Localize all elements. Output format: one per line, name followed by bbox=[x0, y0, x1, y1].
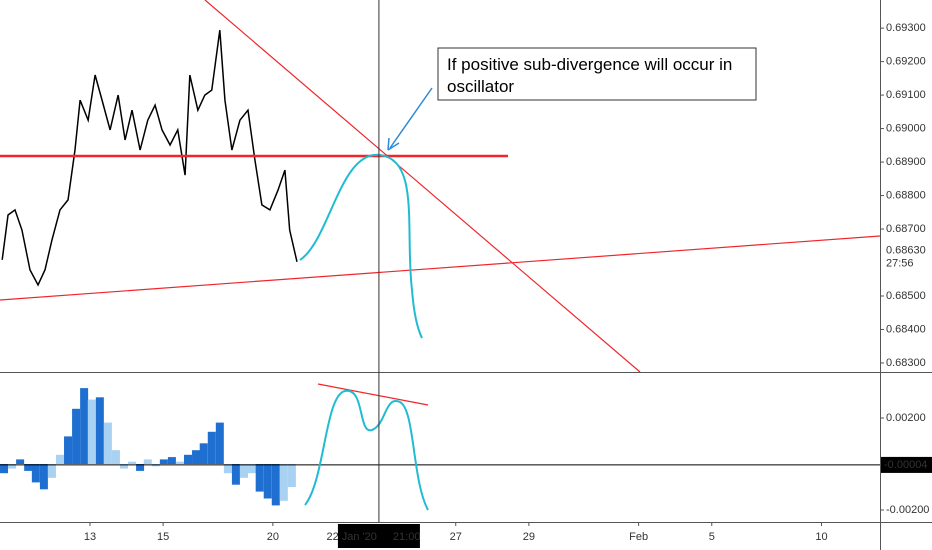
countdown-label: 27:56 bbox=[886, 257, 914, 269]
oscillator-bar bbox=[24, 464, 33, 471]
y-tick-label: 0.69300 bbox=[886, 22, 926, 34]
oscillator-bar bbox=[279, 464, 288, 501]
oscillator-bar bbox=[87, 399, 96, 465]
oscillator-bar bbox=[192, 450, 201, 465]
annotation-line-1: If positive sub-divergence will occur in… bbox=[447, 55, 732, 96]
y-tick-label: 0.68900 bbox=[886, 156, 926, 168]
oscillator-bar bbox=[47, 464, 56, 478]
oscillator-bar bbox=[143, 459, 152, 465]
x-tick-label: 29 bbox=[523, 531, 535, 543]
x-tick-label: Feb bbox=[629, 531, 648, 543]
annotation-box bbox=[437, 47, 757, 101]
last-value-label: -0.00004 bbox=[884, 459, 927, 471]
oscillator-bar bbox=[287, 464, 296, 487]
oscillator-bar bbox=[95, 397, 104, 465]
last-value-box bbox=[881, 456, 932, 473]
oscillator-bar bbox=[80, 388, 89, 465]
oscillator-bar bbox=[167, 457, 176, 465]
y-tick-label: 0.69100 bbox=[886, 89, 926, 101]
oscillator-bar bbox=[72, 408, 81, 465]
oscillator-bar bbox=[248, 464, 257, 474]
oscillator-bar bbox=[128, 461, 137, 465]
oscillator-bar bbox=[16, 459, 25, 465]
oscillator-bar bbox=[55, 454, 64, 465]
oscillator-trendline bbox=[317, 383, 429, 406]
oscillator-bar bbox=[64, 436, 73, 465]
oscillator-bar bbox=[159, 459, 168, 465]
y-tick-label: 0.68300 bbox=[886, 357, 926, 369]
oscillator-bar bbox=[136, 464, 145, 471]
x-tick-label: 10 bbox=[815, 531, 827, 543]
oscillator-bar bbox=[0, 464, 9, 474]
oscillator-bar bbox=[175, 461, 184, 465]
y-tick-label: -0.00200 bbox=[886, 504, 929, 516]
oscillator-bar bbox=[119, 464, 128, 469]
y-tick-label: 0.68700 bbox=[886, 223, 926, 235]
oscillator-bar bbox=[223, 464, 232, 474]
last-price-label: 0.68630 bbox=[886, 244, 926, 256]
oscillator-projection bbox=[304, 389, 429, 511]
x-tick-label: 13 bbox=[84, 531, 96, 543]
crosshair-date: 22 Jan '20 bbox=[326, 531, 376, 543]
crosshair-time: 21:00 bbox=[393, 531, 421, 543]
descending-trendline bbox=[204, 0, 641, 373]
oscillator-bar bbox=[111, 450, 120, 465]
price-line bbox=[1, 30, 298, 287]
y-tick-label: 0.68800 bbox=[886, 189, 926, 201]
y-tick-label: 0.69000 bbox=[886, 122, 926, 134]
oscillator-bar bbox=[103, 422, 112, 465]
x-tick-label: 27 bbox=[450, 531, 462, 543]
x-tick-label: 15 bbox=[157, 531, 169, 543]
y-tick-label: 0.68400 bbox=[886, 323, 926, 335]
oscillator-bar bbox=[271, 464, 280, 506]
projection-curve bbox=[299, 153, 423, 339]
oscillator-bar bbox=[231, 464, 240, 485]
oscillator-bar bbox=[31, 464, 40, 483]
ascending-trendline bbox=[0, 235, 881, 301]
arrow bbox=[389, 87, 433, 149]
y-tick-label: 0.00200 bbox=[886, 412, 926, 424]
last-price-box bbox=[881, 243, 932, 270]
base-layer bbox=[0, 30, 880, 506]
oscillator-bar bbox=[239, 464, 248, 478]
oscillator-bar bbox=[207, 431, 216, 465]
x-tick-label: 5 bbox=[709, 531, 715, 543]
oscillator-bar bbox=[255, 464, 264, 492]
oscillator-bar bbox=[215, 422, 224, 465]
x-tick-label: 20 bbox=[267, 531, 279, 543]
arrow-head bbox=[387, 137, 400, 151]
crosshair-label-box bbox=[337, 524, 420, 548]
y-tick-label: 0.69200 bbox=[886, 56, 926, 68]
oscillator-bar bbox=[183, 454, 192, 465]
oscillator-bar bbox=[39, 464, 48, 490]
oscillator-bar bbox=[263, 464, 272, 499]
oscillator-bar bbox=[199, 443, 208, 465]
y-tick-label: 0.68500 bbox=[886, 290, 926, 302]
oscillator-bar bbox=[8, 464, 17, 469]
